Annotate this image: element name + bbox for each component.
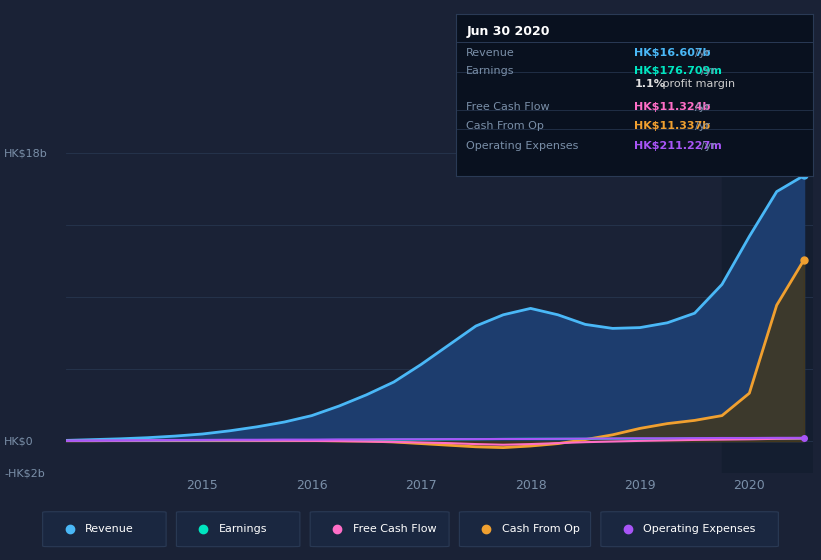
Text: Jun 30 2020: Jun 30 2020 (466, 25, 550, 39)
FancyBboxPatch shape (460, 512, 590, 547)
Text: HK$11.324b: HK$11.324b (635, 102, 711, 111)
Text: 1.1%: 1.1% (635, 79, 665, 89)
FancyBboxPatch shape (601, 512, 778, 547)
FancyBboxPatch shape (310, 512, 449, 547)
Text: Earnings: Earnings (219, 524, 268, 534)
Text: /yr: /yr (695, 102, 710, 111)
Text: HK$16.607b: HK$16.607b (635, 48, 711, 58)
Text: Revenue: Revenue (466, 48, 515, 58)
Text: Operating Expenses: Operating Expenses (644, 524, 755, 534)
Text: Free Cash Flow: Free Cash Flow (466, 102, 550, 111)
Bar (722, 137, 815, 473)
Text: HK$11.337b: HK$11.337b (635, 121, 710, 131)
FancyBboxPatch shape (177, 512, 300, 547)
Text: /yr: /yr (695, 121, 710, 131)
Text: Revenue: Revenue (85, 524, 134, 534)
Text: Earnings: Earnings (466, 66, 515, 76)
Text: HK$0: HK$0 (4, 436, 34, 446)
Text: HK$211.227m: HK$211.227m (635, 141, 722, 151)
Text: /yr: /yr (701, 66, 716, 76)
FancyBboxPatch shape (43, 512, 166, 547)
Text: /yr: /yr (701, 141, 716, 151)
Text: Cash From Op: Cash From Op (466, 121, 544, 131)
Text: HK$176.709m: HK$176.709m (635, 66, 722, 76)
Text: /yr: /yr (695, 48, 710, 58)
Text: profit margin: profit margin (658, 79, 735, 89)
Text: -HK$2b: -HK$2b (4, 468, 45, 478)
Text: Cash From Op: Cash From Op (502, 524, 580, 534)
Text: Operating Expenses: Operating Expenses (466, 141, 579, 151)
Text: Free Cash Flow: Free Cash Flow (353, 524, 436, 534)
Text: HK$18b: HK$18b (4, 148, 48, 158)
